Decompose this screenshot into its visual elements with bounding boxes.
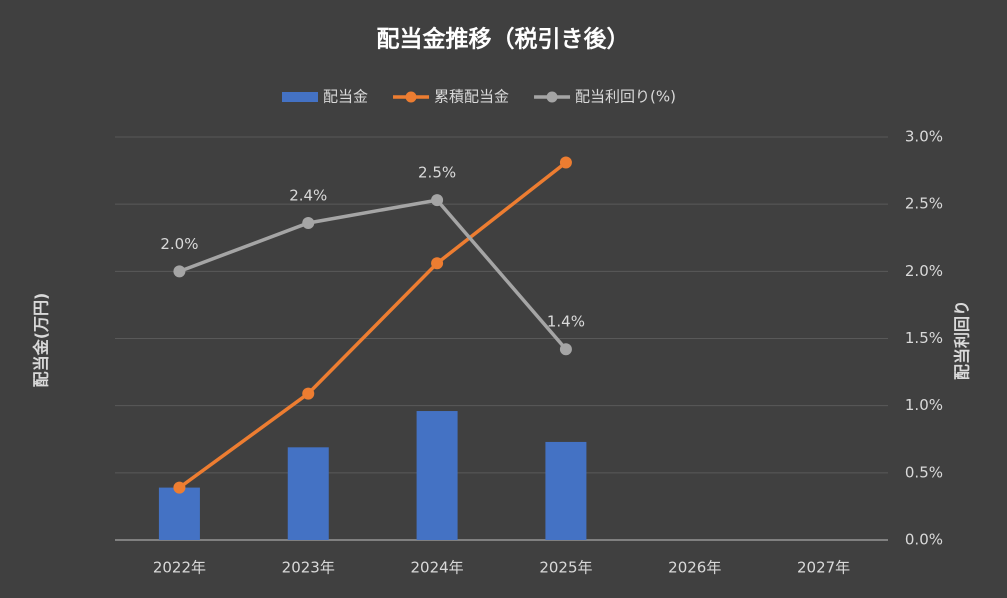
y2-tick-label: 2.5%: [905, 195, 943, 213]
marker: [559, 156, 572, 169]
marker: [302, 216, 315, 229]
line: [178, 161, 567, 490]
legend-label: 配当利回り(%): [575, 88, 676, 106]
y2-tick-label: 1.5%: [905, 329, 943, 347]
data-label: 2.0%: [160, 235, 198, 253]
y2-tick-label: 0.0%: [905, 531, 943, 549]
y2-tick-label: 0.5%: [905, 463, 943, 481]
legend-marker: [405, 91, 417, 103]
x-tick-label: 2025年: [539, 559, 592, 577]
y-axis-title: 配当金(万円): [32, 293, 51, 388]
x-tick-label: 2022年: [153, 559, 206, 577]
legend-swatch: [282, 92, 318, 102]
line: [178, 198, 568, 351]
bar: [416, 411, 458, 540]
marker: [431, 194, 444, 207]
x-tick-label: 2027年: [797, 559, 850, 577]
legend-label: 累積配当金: [434, 88, 509, 106]
marker: [302, 387, 315, 400]
data-label: 1.4%: [547, 313, 585, 331]
bar: [287, 447, 329, 540]
x-tick-label: 2026年: [668, 559, 721, 577]
marker: [173, 481, 186, 494]
x-tick-label: 2024年: [410, 559, 463, 577]
x-tick-label: 2023年: [282, 559, 335, 577]
y2-tick-label: 2.0%: [905, 262, 943, 280]
y2-tick-label: 3.0%: [905, 128, 943, 146]
marker: [173, 265, 186, 278]
legend-marker: [546, 91, 558, 103]
y2-axis-title: 配当利回り: [953, 300, 972, 380]
chart-title: 配当金推移（税引き後）: [377, 26, 630, 53]
marker: [431, 257, 444, 270]
legend-label: 配当金: [323, 88, 368, 106]
data-label: 2.4%: [289, 186, 327, 204]
marker: [559, 343, 572, 356]
bar: [158, 487, 200, 540]
bar: [545, 441, 587, 540]
y2-tick-label: 1.0%: [905, 396, 943, 414]
data-label: 2.5%: [418, 164, 456, 182]
